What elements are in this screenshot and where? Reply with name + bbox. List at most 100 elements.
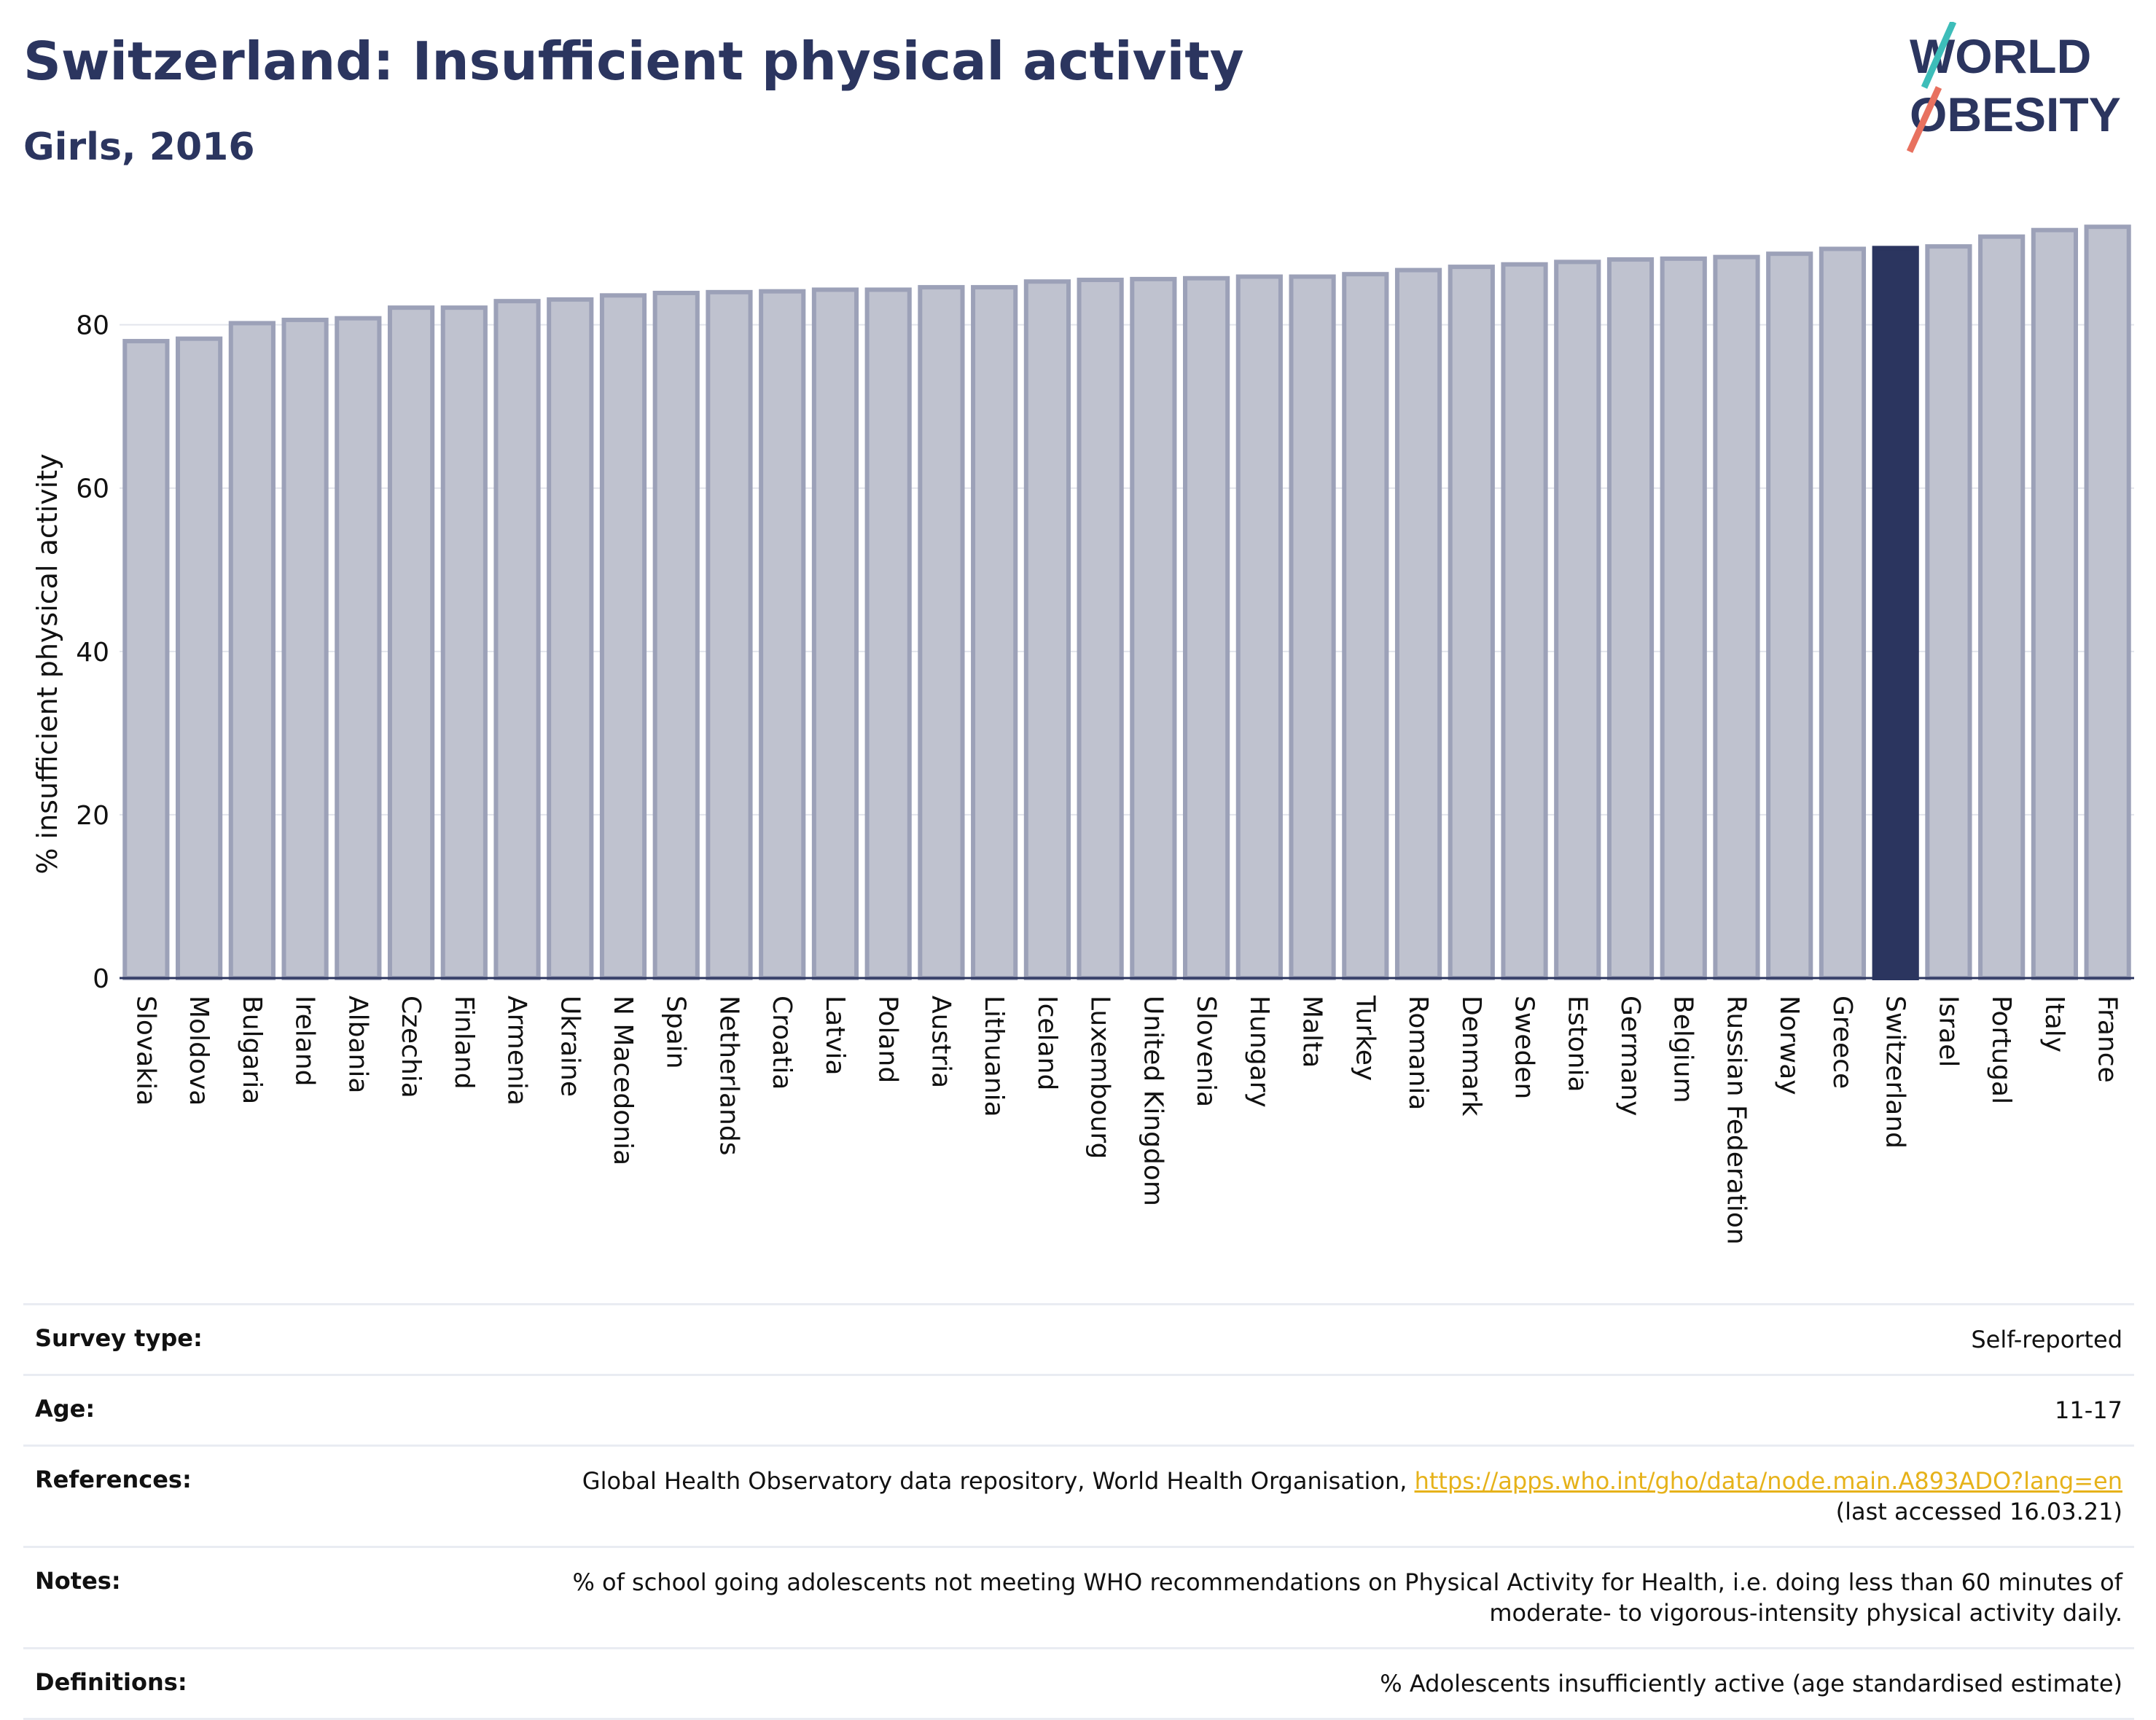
x-tick-label: Lithuania <box>979 996 1009 1117</box>
x-tick-label: Ukraine <box>555 996 585 1097</box>
x-tick-label: Armenia <box>502 996 532 1106</box>
y-tick-label: 60 <box>76 474 109 504</box>
bar-norway <box>1766 251 1813 981</box>
x-tick-label: Slovakia <box>130 996 160 1106</box>
y-tick-label: 0 <box>93 964 109 994</box>
info-label: Definitions: <box>35 1668 187 1696</box>
bar-finland <box>440 305 488 980</box>
bar-romania <box>1394 267 1442 980</box>
x-tick-label: Portugal <box>1986 996 2016 1104</box>
x-tick-label: Germany <box>1615 996 1645 1116</box>
bar-israel <box>1925 244 1972 981</box>
bar-bulgaria <box>228 321 276 980</box>
world-obesity-logo: WORLD OBESITY <box>1906 22 2121 153</box>
y-tick-label: 20 <box>76 801 109 831</box>
reference-link[interactable]: https://apps.who.int/gho/data/node.main.… <box>1414 1467 2122 1495</box>
x-tick-label: N Macedonia <box>608 996 638 1165</box>
info-label: Notes: <box>35 1567 121 1595</box>
bar-moldova <box>176 336 223 980</box>
x-tick-label: Poland <box>873 996 903 1083</box>
info-label: Survey type: <box>35 1324 203 1352</box>
bar-belgium <box>1660 256 1707 980</box>
x-tick-label: Finland <box>449 996 479 1090</box>
x-tick-label: Latvia <box>820 996 850 1076</box>
x-tick-label: Israel <box>1933 996 1963 1067</box>
x-tick-label: Netherlands <box>714 996 743 1155</box>
svg-text:OBESITY: OBESITY <box>1910 87 2121 141</box>
bar-spain <box>652 290 700 980</box>
x-tick-label: Luxembourg <box>1085 996 1115 1159</box>
bar-italy <box>2031 227 2078 980</box>
x-tick-label: Belgium <box>1668 996 1698 1103</box>
reference-accessed: (last accessed 16.03.21) <box>1835 1498 2122 1525</box>
bar-czechia <box>387 305 435 980</box>
x-tick-label: Hungary <box>1244 996 1274 1108</box>
bar-albania <box>335 316 382 981</box>
page-subtitle: Girls, 2016 <box>23 125 255 169</box>
x-tick-label: France <box>2093 996 2122 1083</box>
info-row-age: Age: 11-17 <box>23 1374 2134 1445</box>
x-axis-ticks: Slovakia Moldova Bulgaria Ireland Albania Cze… <box>130 995 2122 1245</box>
x-tick-label: Bulgaria <box>237 996 267 1104</box>
bar-chart: 0 20 40 60 80 Slovakia Moldova Bulgaria Ireland… <box>31 224 2134 1245</box>
bar-germany <box>1606 257 1655 981</box>
info-row-survey-type: Survey type: Self-reported <box>23 1303 2134 1374</box>
bar-slovenia <box>1183 275 1230 981</box>
bar-austria <box>918 285 965 980</box>
bar-n-macedonia <box>599 293 647 980</box>
y-axis-ticks: 0 20 40 60 80 <box>76 311 109 994</box>
bar-hungary <box>1235 274 1283 980</box>
page-title: Switzerland: Insufficient physical activ… <box>23 31 1244 92</box>
bar-luxembourg <box>1077 278 1124 980</box>
bar-estonia <box>1554 259 1601 980</box>
bar-iceland <box>1023 279 1071 980</box>
info-table: Survey type: Self-reported Age: 11-17 Re… <box>23 1303 2134 1720</box>
bar-united-kingdom <box>1130 276 1177 981</box>
bar-poland <box>864 287 912 980</box>
bar-armenia <box>493 299 541 980</box>
x-tick-label: Albania <box>343 996 372 1093</box>
bar-latvia <box>811 287 859 980</box>
bar-malta <box>1289 274 1336 980</box>
bar-sweden <box>1501 262 1548 980</box>
info-row-references: References: Global Health Observatory da… <box>23 1445 2134 1546</box>
info-value: Self-reported <box>1971 1326 2122 1353</box>
info-value: % Adolescents insufficiently active (age… <box>1380 1670 2122 1697</box>
x-tick-label: Switzerland <box>1880 996 1910 1149</box>
info-row-definitions: Definitions: % Adolescents insufficientl… <box>23 1647 2134 1720</box>
y-tick-label: 40 <box>76 638 109 668</box>
bar-netherlands <box>706 289 753 981</box>
bars <box>122 224 2131 981</box>
bar-portugal <box>1978 234 2026 980</box>
x-tick-label: Malta <box>1297 996 1327 1068</box>
info-row-notes: Notes: % of school going adolescents not… <box>23 1546 2134 1647</box>
x-tick-label: Ireland <box>290 996 320 1087</box>
bar-switzerland <box>1872 246 1919 980</box>
info-label: References: <box>35 1466 192 1493</box>
bar-greece <box>1819 246 1867 980</box>
x-tick-label: Moldova <box>184 996 214 1106</box>
x-tick-label: Denmark <box>1456 996 1486 1117</box>
x-tick-label: Spain <box>661 996 691 1069</box>
x-tick-label: Greece <box>1827 996 1857 1089</box>
x-tick-label: Norway <box>1774 996 1804 1095</box>
notes-line-2: moderate- to vigorous-intensity physical… <box>1489 1599 2122 1627</box>
bar-lithuania <box>971 285 1018 980</box>
y-axis-label: % insufficient physical activity <box>31 453 63 874</box>
bar-ireland <box>281 317 329 980</box>
x-tick-label: Slovenia <box>1191 996 1221 1107</box>
bar-turkey <box>1342 272 1389 980</box>
bar-denmark <box>1448 265 1495 981</box>
x-tick-label: Iceland <box>1032 996 1062 1090</box>
x-tick-label: Czechia <box>396 996 426 1098</box>
y-tick-label: 80 <box>76 311 109 341</box>
info-label: Age: <box>35 1395 95 1423</box>
reference-text: Global Health Observatory data repositor… <box>582 1467 1415 1495</box>
bar-croatia <box>759 289 806 981</box>
info-value: 11-17 <box>2055 1396 2122 1424</box>
x-tick-label: United Kingdom <box>1138 996 1168 1206</box>
x-tick-label: Romania <box>1403 996 1433 1110</box>
bar-france <box>2084 224 2131 980</box>
x-tick-label: Croatia <box>767 996 797 1090</box>
bar-russian-federation <box>1713 254 1760 980</box>
